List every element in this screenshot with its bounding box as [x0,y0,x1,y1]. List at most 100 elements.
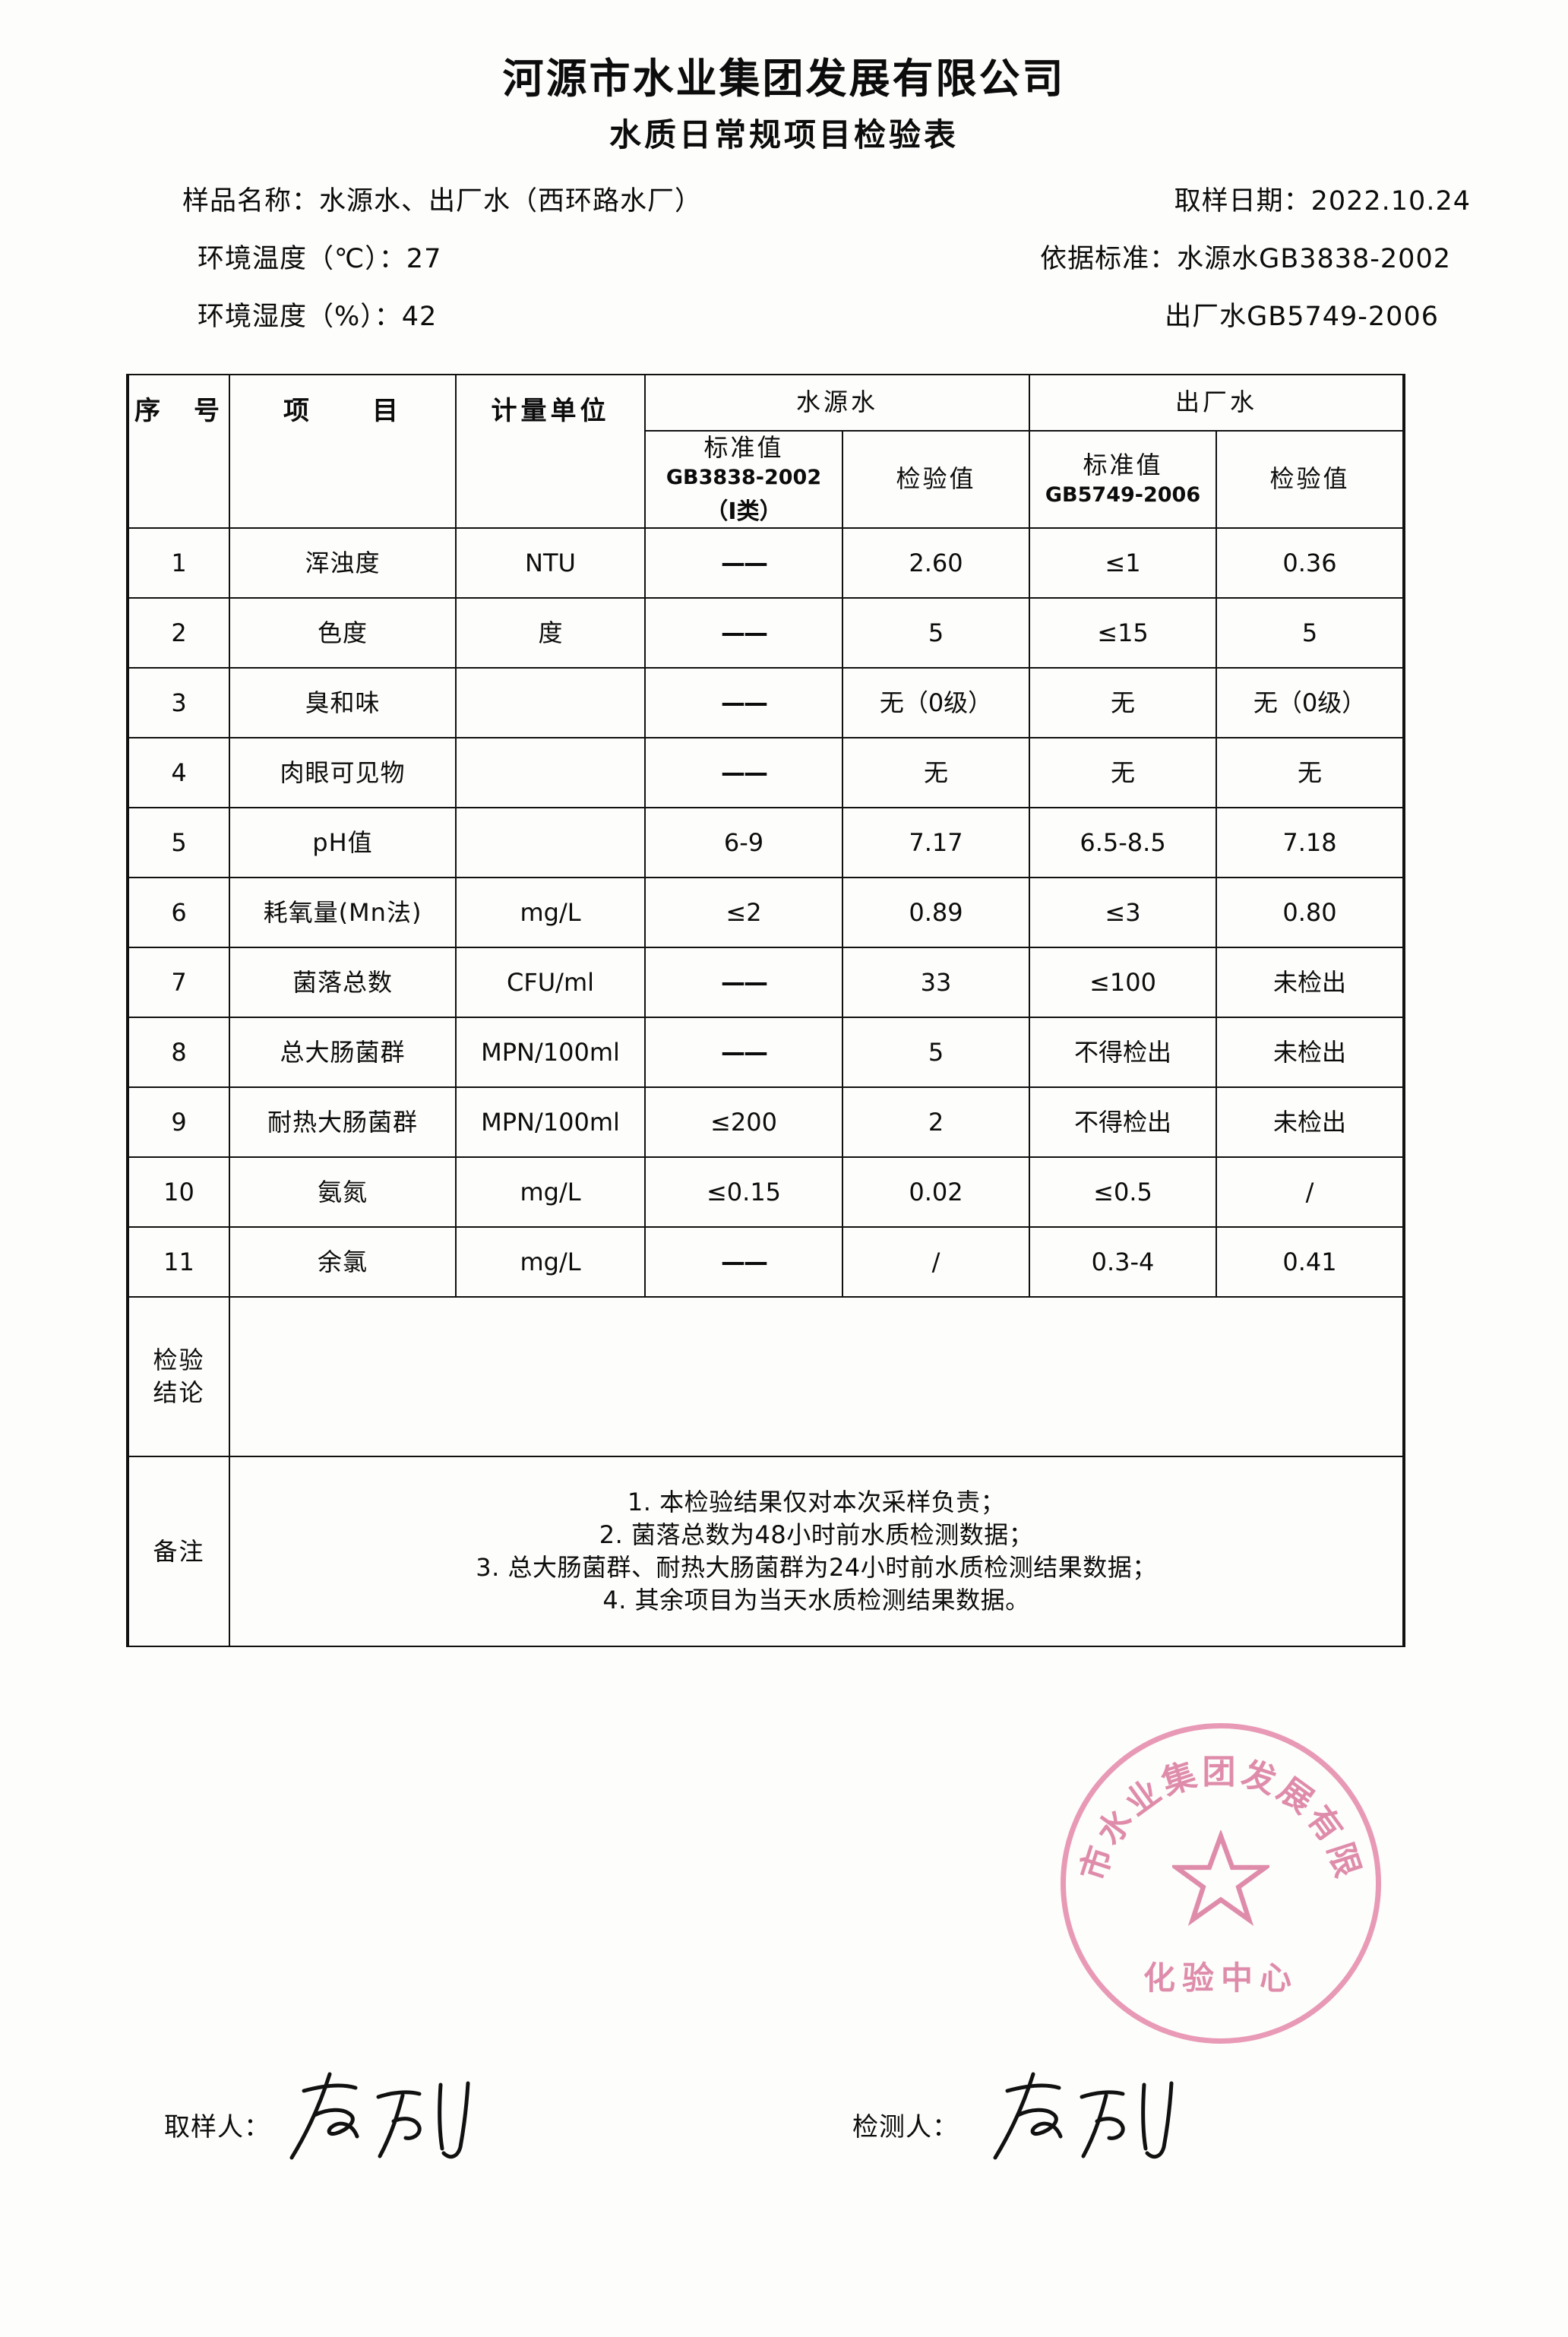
row-1-unit: NTU [455,527,646,599]
group-header-source-water: 水源水 [643,374,1031,432]
row-2-fin-val: 5 [1216,597,1406,669]
col-header-item-label: 项 目 [283,396,402,427]
dash-placeholder-icon: —— [721,688,768,717]
page-title: 水质日常规项目检验表 [609,115,959,153]
row-4-no: 4 [126,737,230,809]
ambient-temperature-label: 环境温度（℃）：27 [198,244,442,274]
row-5-item: pH值 [229,807,457,879]
row-11-item: 余氯 [229,1226,457,1298]
row-6-src-val: 0.89 [841,877,1031,949]
col-header-finished-value: 检验值 [1216,429,1406,530]
col-header-finished-standard: 标准值 GB5749-2006 [1029,429,1218,530]
row-3-unit [455,667,646,739]
row-8-src-std: —— [644,1017,843,1089]
row-8-no: 8 [126,1017,230,1089]
row-5-fin-val: 7.18 [1216,807,1406,879]
group-header-finished-water: 出厂水 [1029,374,1406,432]
table-row: 6 耗氧量(Mn法) mg/L ≤2 0.89 ≤3 0.80 [126,877,1406,949]
dash-placeholder-icon: —— [721,757,768,787]
dash-placeholder-icon: —— [721,967,768,997]
row-4-fin-std: 无 [1029,737,1218,809]
row-7-item: 菌落总数 [229,947,457,1019]
star-icon [1172,1830,1269,1926]
row-3-src-val: 无（0级） [841,667,1031,739]
ambient-humidity-label: 环境湿度（%）：42 [198,302,438,332]
table-group-header-row: 序 号 项 目 计量单位 水源水 出厂水 [126,373,1406,530]
row-5-fin-std: 6.5-8.5 [1029,807,1218,879]
metadata-row-humidity: 环境湿度（%）：42 出厂水GB5749-2006 [179,304,1471,362]
row-3-fin-std: 无 [1029,667,1218,739]
row-10-unit: mg/L [455,1156,646,1229]
row-7-fin-val: 未检出 [1216,947,1406,1019]
report-table-wrapper: 序 号 项 目 计量单位 水源水 出厂水 标准值 GB3838-2002 [126,373,1406,1648]
row-5-src-val: 7.17 [841,807,1031,879]
row-8-unit: MPN/100ml [455,1017,646,1089]
tester-label: 检测人： [852,2112,959,2143]
row-8-item: 总大肠菌群 [229,1017,457,1089]
sampler-label: 取样人： [164,2112,270,2143]
row-5-src-std: 6-9 [644,807,843,879]
row-9-no: 9 [126,1086,230,1159]
dash-placeholder-icon: —— [721,548,768,577]
table-row: 9 耐热大肠菌群 MPN/100ml ≤200 2 不得检出 未检出 [126,1086,1406,1159]
row-11-no: 11 [126,1226,230,1298]
standard-basis-line2: 出厂水GB5749-2006 [1165,302,1439,332]
metadata-row-temperature: 环境温度（℃）：27 依据标准：水源水GB3838-2002 [179,246,1471,304]
row-9-fin-val: 未检出 [1216,1086,1406,1159]
row-6-item: 耗氧量(Mn法) [229,877,457,949]
company-seal-stamp: 河源市水业集团发展有限公司 化验中心 [1061,1723,1381,2044]
note-item: 2. 菌落总数为48小时前水质检测数据； [599,1520,1034,1549]
water-quality-table: 序 号 项 目 计量单位 水源水 出厂水 标准值 GB3838-2002 [126,373,1406,1648]
table-row: 8 总大肠菌群 MPN/100ml —— 5 不得检出 未检出 [126,1017,1406,1089]
finished-standard-name: 标准值 [1083,451,1163,480]
row-6-no: 6 [126,877,230,949]
row-3-item: 臭和味 [229,667,457,739]
row-2-src-val: 5 [841,597,1031,669]
row-4-src-std: —— [644,737,843,809]
row-10-fin-std: ≤0.5 [1029,1156,1218,1229]
col-header-no: 序 号 [126,373,230,530]
row-6-fin-val: 0.80 [1216,877,1406,949]
table-row: 5 pH值 6-9 7.17 6.5-8.5 7.18 [126,807,1406,879]
note-item: 4. 其余项目为当天水质检测结果数据。 [602,1586,1030,1615]
row-10-src-std: ≤0.15 [644,1156,843,1229]
sampler-signature-icon [289,2072,470,2160]
row-11-src-val: / [841,1226,1031,1298]
row-5-unit [455,807,646,879]
note-item: 1. 本检验结果仅对本次采样负责； [627,1487,1006,1516]
row-4-unit [455,737,646,809]
row-11-unit: mg/L [455,1226,646,1298]
row-1-src-std: —— [644,527,843,599]
row-11-fin-val: 0.41 [1216,1226,1406,1298]
row-3-fin-val: 无（0级） [1216,667,1406,739]
row-7-src-val: 33 [841,947,1031,1019]
row-10-src-val: 0.02 [841,1156,1031,1229]
row-8-src-val: 5 [841,1017,1031,1089]
row-6-unit: mg/L [455,877,646,949]
table-row: 1 浑浊度 NTU —— 2.60 ≤1 0.36 [126,527,1406,599]
row-2-no: 2 [126,597,230,669]
col-header-item: 项 目 [229,373,457,530]
row-7-src-std: —— [644,947,843,1019]
col-header-source-value: 检验值 [841,429,1031,530]
row-3-no: 3 [126,667,230,739]
sampling-date-label: 取样日期：2022.10.24 [1174,186,1471,217]
dash-placeholder-icon: —— [721,1247,768,1276]
source-standard-name: 标准值 [703,433,784,462]
source-standard-code: GB3838-2002 [665,466,822,490]
row-1-src-val: 2.60 [841,527,1031,599]
row-9-src-val: 2 [841,1086,1031,1159]
organization-title: 河源市水业集团发展有限公司 [502,55,1066,103]
dash-placeholder-icon: —— [721,618,768,647]
col-header-source-standard: 标准值 GB3838-2002 （Ⅰ类） [644,429,843,530]
table-row: 2 色度度 —— 5 ≤15 5 [126,597,1406,669]
row-11-fin-std: 0.3-4 [1029,1226,1218,1298]
row-6-src-std: ≤2 [644,877,843,949]
row-9-item: 耐热大肠菌群 [229,1086,457,1159]
dash-placeholder-icon: —— [721,1037,768,1067]
col-header-unit-label: 计量单位 [491,396,610,427]
notes-body: 1. 本检验结果仅对本次采样负责； 2. 菌落总数为48小时前水质检测数据； 3. … [228,1456,1406,1648]
row-4-src-val: 无 [841,737,1031,809]
row-4-item: 肉眼可见物 [229,737,457,809]
notes-label: 备注 [126,1456,230,1648]
